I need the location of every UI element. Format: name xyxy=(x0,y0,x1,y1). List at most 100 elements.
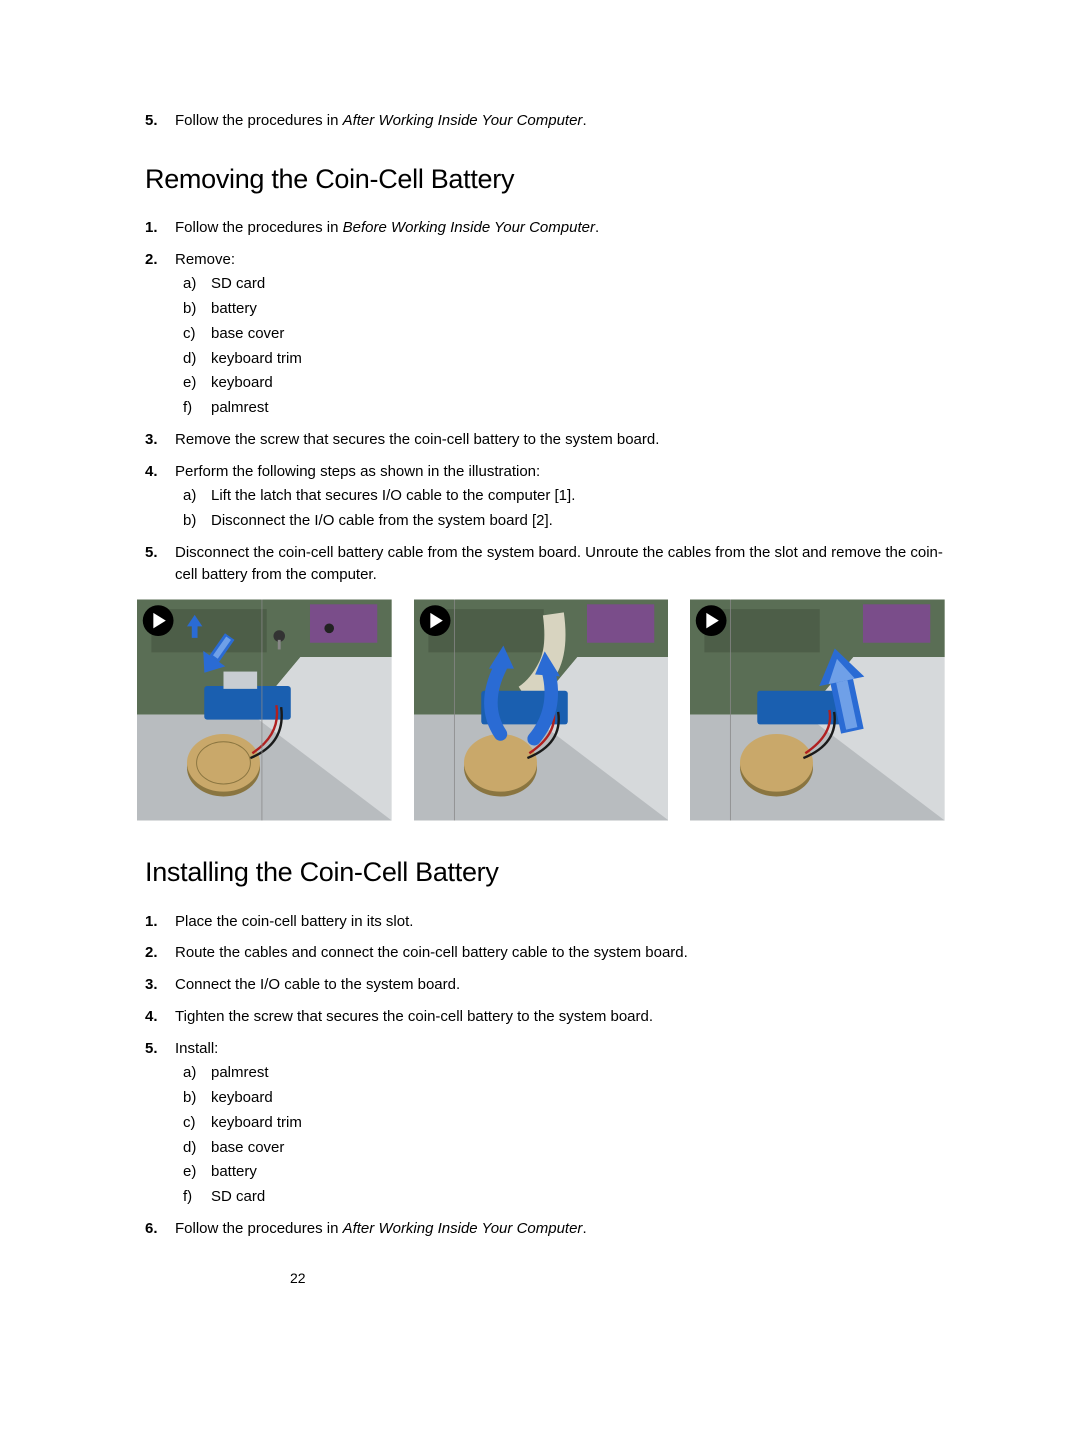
sub-list-item: e)keyboard xyxy=(183,372,945,394)
sub-text: SD card xyxy=(211,273,945,295)
step-number: 5. xyxy=(145,110,175,132)
page-number: 22 xyxy=(290,1268,306,1288)
sub-letter: f) xyxy=(183,1186,211,1208)
sub-text: battery xyxy=(211,298,945,320)
sub-list-item: f)palmrest xyxy=(183,397,945,419)
sub-letter: c) xyxy=(183,1112,211,1134)
step-body: Connect the I/O cable to the system boar… xyxy=(175,974,945,996)
sub-text: base cover xyxy=(211,1137,945,1159)
text-italic: After Working Inside Your Computer xyxy=(343,1220,583,1237)
figure-panel-2 xyxy=(414,595,669,825)
step-text: Disconnect the coin-cell battery cable f… xyxy=(175,544,943,583)
sub-list-item: d)base cover xyxy=(183,1137,945,1159)
step-body: Follow the procedures in Before Working … xyxy=(175,217,945,239)
list-item: 4.Perform the following steps as shown i… xyxy=(145,461,945,532)
sub-list-item: e)battery xyxy=(183,1161,945,1183)
sub-letter: c) xyxy=(183,323,211,345)
figure-panel-3 xyxy=(690,595,945,825)
sub-text: keyboard xyxy=(211,372,945,394)
sub-letter: e) xyxy=(183,1161,211,1183)
list-item: 3.Connect the I/O cable to the system bo… xyxy=(145,974,945,996)
list-item: 2.Remove:a)SD cardb)batteryc)base coverd… xyxy=(145,249,945,419)
step-number: 2. xyxy=(145,942,175,964)
step-number: 1. xyxy=(145,217,175,239)
figure-panel-1 xyxy=(137,595,392,825)
sub-list-item: b)Disconnect the I/O cable from the syst… xyxy=(183,510,945,532)
sub-letter: d) xyxy=(183,348,211,370)
text-italic: After Working Inside Your Computer xyxy=(343,112,583,129)
step-body: Remove the screw that secures the coin-c… xyxy=(175,429,945,451)
text-suffix: . xyxy=(582,112,586,129)
list-item: 1.Place the coin-cell battery in its slo… xyxy=(145,911,945,933)
sub-list-item: b)keyboard xyxy=(183,1087,945,1109)
step-number: 6. xyxy=(145,1218,175,1240)
sub-list-item: c)keyboard trim xyxy=(183,1112,945,1134)
step-body: Install:a)palmrestb)keyboardc)keyboard t… xyxy=(175,1038,945,1208)
sub-text: palmrest xyxy=(211,1062,945,1084)
step-text: Remove: xyxy=(175,251,235,268)
sub-list: a)Lift the latch that secures I/O cable … xyxy=(175,485,945,532)
step-body: Remove:a)SD cardb)batteryc)base coverd)k… xyxy=(175,249,945,419)
section1-steps: 1.Follow the procedures in Before Workin… xyxy=(145,217,945,586)
step-body: Follow the procedures in After Working I… xyxy=(175,110,945,132)
list-item: 6.Follow the procedures in After Working… xyxy=(145,1218,945,1240)
text-prefix: Follow the procedures in xyxy=(175,219,343,236)
section1-heading: Removing the Coin-Cell Battery xyxy=(145,160,945,199)
step-body: Follow the procedures in After Working I… xyxy=(175,1218,945,1240)
sub-text: keyboard trim xyxy=(211,1112,945,1134)
section2-steps: 1.Place the coin-cell battery in its slo… xyxy=(145,911,945,1240)
step-body: Disconnect the coin-cell battery cable f… xyxy=(175,542,945,586)
text-prefix: Follow the procedures in xyxy=(175,1220,343,1237)
sub-text: keyboard trim xyxy=(211,348,945,370)
sub-letter: a) xyxy=(183,485,211,507)
step-body: Place the coin-cell battery in its slot. xyxy=(175,911,945,933)
step-text: Place the coin-cell battery in its slot. xyxy=(175,913,413,930)
step-body: Perform the following steps as shown in … xyxy=(175,461,945,532)
sub-letter: b) xyxy=(183,1087,211,1109)
text-suffix: . xyxy=(582,1220,586,1237)
sub-text: base cover xyxy=(211,323,945,345)
step-number: 4. xyxy=(145,1006,175,1028)
sub-list: a)palmrestb)keyboardc)keyboard trimd)bas… xyxy=(175,1062,945,1208)
sub-list-item: f)SD card xyxy=(183,1186,945,1208)
section2-heading: Installing the Coin-Cell Battery xyxy=(145,853,945,892)
step-text: Tighten the screw that secures the coin-… xyxy=(175,1008,653,1025)
text-suffix: . xyxy=(595,219,599,236)
step-text: Perform the following steps as shown in … xyxy=(175,463,540,480)
step-body: Tighten the screw that secures the coin-… xyxy=(175,1006,945,1028)
sub-list: a)SD cardb)batteryc)base coverd)keyboard… xyxy=(175,273,945,419)
sub-letter: f) xyxy=(183,397,211,419)
step-number: 3. xyxy=(145,974,175,996)
sub-list-item: d)keyboard trim xyxy=(183,348,945,370)
sub-text: battery xyxy=(211,1161,945,1183)
step-number: 3. xyxy=(145,429,175,451)
sub-letter: a) xyxy=(183,273,211,295)
sub-text: keyboard xyxy=(211,1087,945,1109)
step-number: 1. xyxy=(145,911,175,933)
step-number: 2. xyxy=(145,249,175,419)
sub-list-item: a)Lift the latch that secures I/O cable … xyxy=(183,485,945,507)
step-number: 4. xyxy=(145,461,175,532)
list-item: 2.Route the cables and connect the coin-… xyxy=(145,942,945,964)
list-item: 1.Follow the procedures in Before Workin… xyxy=(145,217,945,239)
list-item: 5.Disconnect the coin-cell battery cable… xyxy=(145,542,945,586)
sub-letter: a) xyxy=(183,1062,211,1084)
sub-text: palmrest xyxy=(211,397,945,419)
list-item: 5.Install:a)palmrestb)keyboardc)keyboard… xyxy=(145,1038,945,1208)
sub-letter: e) xyxy=(183,372,211,394)
sub-letter: b) xyxy=(183,298,211,320)
sub-list-item: a)palmrest xyxy=(183,1062,945,1084)
step-number: 5. xyxy=(145,542,175,586)
sub-text: Disconnect the I/O cable from the system… xyxy=(211,510,945,532)
text-prefix: Follow the procedures in xyxy=(175,112,343,129)
sub-list-item: a)SD card xyxy=(183,273,945,295)
figure-row xyxy=(137,595,945,825)
step-number: 5. xyxy=(145,1038,175,1208)
step-text: Install: xyxy=(175,1040,218,1057)
sub-text: SD card xyxy=(211,1186,945,1208)
list-item: 4.Tighten the screw that secures the coi… xyxy=(145,1006,945,1028)
intro-step: 5. Follow the procedures in After Workin… xyxy=(145,110,945,132)
sub-list-item: b)battery xyxy=(183,298,945,320)
sub-text: Lift the latch that secures I/O cable to… xyxy=(211,485,945,507)
sub-list-item: c)base cover xyxy=(183,323,945,345)
